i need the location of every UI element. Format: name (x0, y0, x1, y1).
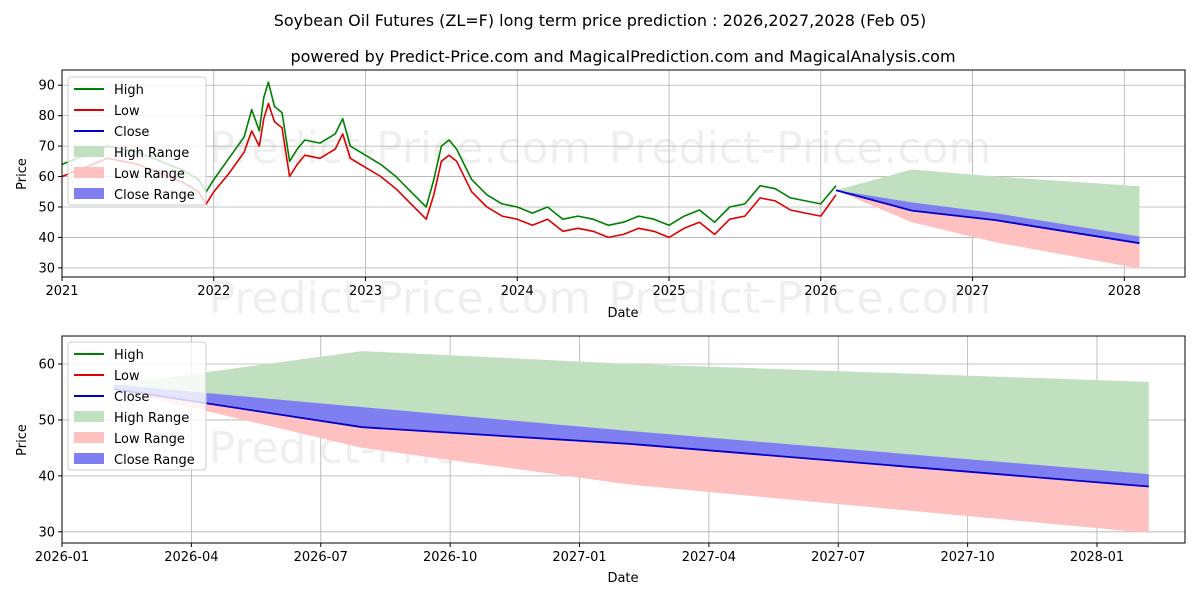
legend-low-range-label: Low Range (114, 432, 185, 447)
legend-high-label: High (114, 83, 144, 98)
x-tick-label: 2021 (45, 284, 78, 299)
y-tick-label: 60 (38, 357, 55, 372)
y-tick-label: 50 (38, 413, 55, 428)
low-range-band (113, 389, 1149, 533)
legend-high-range-label: High Range (114, 146, 189, 161)
history-legend: High Low Close High Range Low Range Clos… (67, 76, 207, 206)
x-tick-label: 2028-01 (1070, 550, 1124, 565)
legend-close-label: Close (114, 125, 149, 140)
y-tick-label: 40 (38, 469, 55, 484)
y-tick-label: 80 (38, 109, 55, 124)
low-range-band (836, 190, 1140, 269)
y-tick-label: 60 (38, 170, 55, 185)
history-series (61, 81, 1140, 269)
x-tick-label: 2026-04 (164, 550, 218, 565)
watermark-text: Predict-Price.com (209, 123, 592, 174)
legend-low-label: Low (114, 369, 140, 384)
close-forecast-line (835, 189, 1140, 245)
history-panel: Predict-Price.com Predict-Price.com Pred… (15, 69, 1186, 324)
legend-low-range-swatch (74, 167, 104, 178)
history-y-axis-label: Price (15, 158, 30, 190)
x-tick-label: 2027-01 (552, 550, 606, 565)
x-tick-label: 2026-01 (35, 550, 89, 565)
forecast-legend: High Low Close High Range Low Range Clos… (67, 341, 207, 471)
y-tick-label: 40 (38, 231, 55, 246)
forecast-plot-frame (61, 335, 1186, 544)
chart-subtitle: powered by Predict-Price.com and Magical… (290, 47, 955, 66)
forecast-ticks: 2026-01 2026-04 2026-07 2026-10 2027-01 2027-… (35, 357, 1124, 565)
close-range-band (113, 384, 1149, 487)
y-tick-label: 90 (38, 79, 55, 94)
legend-close-range-label: Close Range (114, 188, 195, 203)
forecast-panel: Predict-Price.com Predict-Price.com 2026… (15, 335, 1186, 586)
forecast-series (113, 351, 1149, 533)
x-tick-label: 2026-07 (294, 550, 348, 565)
x-tick-label: 2027-07 (811, 550, 865, 565)
legend-close-label: Close (114, 390, 149, 405)
close-range-band (836, 190, 1140, 244)
watermark-text: Predict-Price.com (209, 273, 592, 324)
low-series-line (61, 102, 837, 239)
x-tick-label: 2022 (197, 284, 230, 299)
x-tick-label: 2025 (652, 284, 685, 299)
legend-high-range-swatch (74, 411, 104, 422)
x-tick-label: 2027 (956, 284, 989, 299)
x-tick-label: 2023 (349, 284, 382, 299)
forecast-x-axis-label: Date (607, 571, 638, 586)
y-tick-label: 30 (38, 525, 55, 540)
legend-low-range-label: Low Range (114, 167, 185, 182)
legend-low-range-swatch (74, 432, 104, 443)
legend-high-label: High (114, 348, 144, 363)
chart-title: Soybean Oil Futures (ZL=F) long term pri… (274, 11, 927, 30)
x-tick-label: 2026 (804, 284, 837, 299)
legend-close-range-label: Close Range (114, 453, 195, 468)
x-tick-label: 2024 (501, 284, 534, 299)
x-tick-label: 2026-10 (423, 550, 477, 565)
x-tick-label: 2027-10 (940, 550, 994, 565)
legend-close-range-swatch (74, 453, 104, 464)
legend-high-range-swatch (74, 146, 104, 157)
history-ticks: 2021 2022 2023 2024 2025 2026 2027 2028 30 40 50 60… (38, 79, 1140, 299)
high-range-band (113, 351, 1149, 487)
y-tick-label: 50 (38, 200, 55, 215)
forecast-y-axis-label: Price (15, 424, 30, 456)
legend-close-range-swatch (74, 188, 104, 199)
y-tick-label: 30 (38, 261, 55, 276)
legend-low-label: Low (114, 104, 140, 119)
history-plot-frame (61, 69, 1186, 278)
watermark-text: Predict-Price.com (609, 273, 992, 324)
x-tick-label: 2027-04 (682, 550, 736, 565)
legend-high-range-label: High Range (114, 411, 189, 426)
x-tick-label: 2028 (1108, 284, 1141, 299)
history-x-axis-label: Date (607, 306, 638, 321)
y-tick-label: 70 (38, 140, 55, 155)
watermark-text: Predict-Price.com (609, 123, 992, 174)
close-forecast-line (113, 388, 1149, 488)
